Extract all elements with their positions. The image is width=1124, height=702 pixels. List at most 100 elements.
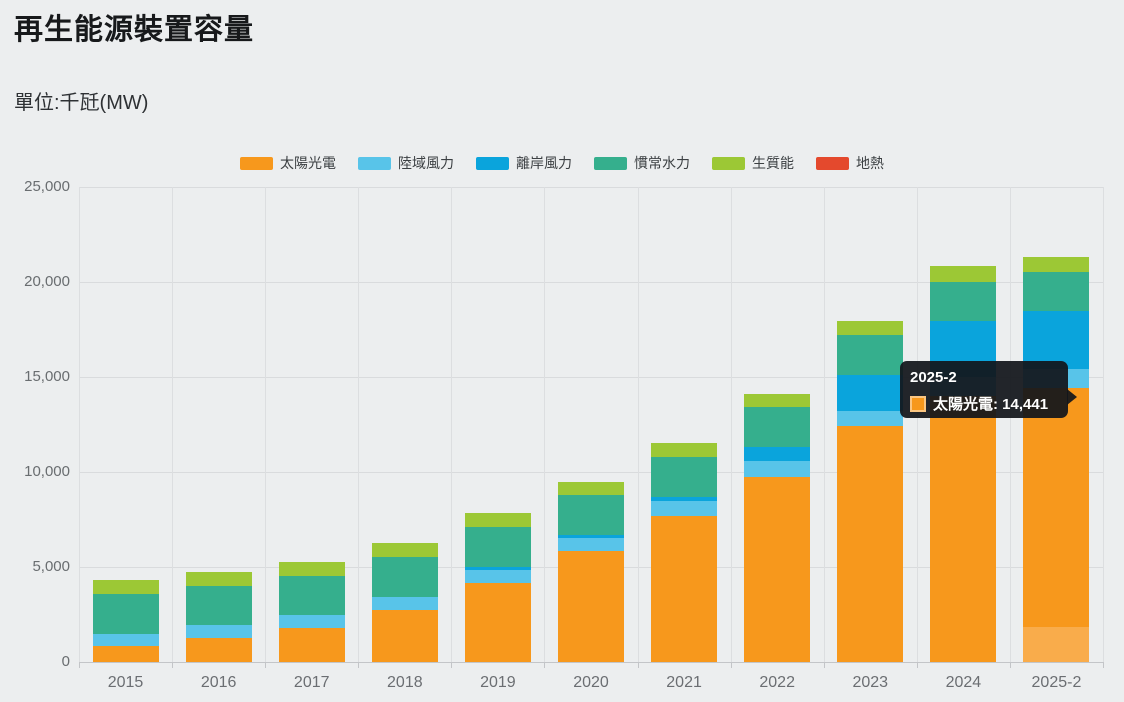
bar-segment-biomass[interactable] [558, 481, 624, 496]
bar-segment-offshore-wind[interactable] [837, 374, 904, 411]
bar-segment-solar[interactable] [371, 609, 438, 662]
bar-2017[interactable] [278, 561, 345, 662]
legend-item-solar[interactable]: 太陽光電 [240, 153, 336, 173]
legend-item-offshore-wind[interactable]: 離岸風力 [476, 153, 572, 173]
bar-segment-solar[interactable] [464, 583, 531, 662]
legend-item-biomass[interactable]: 生質能 [712, 153, 794, 173]
bar-segment-onshore-wind[interactable] [837, 410, 904, 427]
bar-segment-hydro[interactable] [558, 495, 624, 536]
bar-2020[interactable] [558, 481, 624, 662]
legend-item-geothermal[interactable]: 地熱 [816, 153, 884, 173]
x-axis-line [79, 662, 1103, 663]
x-axis-label-2025-2: 2025-2 [1031, 674, 1082, 691]
legend-label-solar: 太陽光電 [280, 155, 336, 171]
bar-segment-hydro[interactable] [744, 407, 811, 447]
x-axis-label-2022: 2022 [759, 674, 795, 691]
x-axis-tick [637, 662, 639, 668]
bar-segment-hydro[interactable] [278, 575, 345, 616]
bar-segment-hydro[interactable] [651, 457, 718, 497]
bar-segment-biomass[interactable] [837, 320, 904, 335]
bar-segment-biomass[interactable] [1023, 256, 1090, 272]
bar-2024[interactable] [930, 265, 997, 662]
bar-segment-hydro[interactable] [92, 594, 159, 634]
bar-segment-solar[interactable] [837, 426, 904, 662]
bar-segment-biomass[interactable] [930, 265, 997, 282]
tooltip-title: 2025-2 [910, 369, 957, 386]
bar-segment-onshore-wind[interactable] [371, 596, 438, 610]
bar-segment-solar[interactable] [1023, 387, 1090, 662]
tooltip-series-swatch [910, 395, 926, 412]
bar-segment-offshore-wind[interactable] [651, 496, 718, 502]
x-axis-tick [730, 662, 732, 668]
bar-segment-onshore-wind[interactable] [744, 461, 811, 478]
bar-segment-hydro[interactable] [930, 281, 997, 322]
legend-swatch-offshore-wind [476, 156, 509, 170]
x-gridline [451, 187, 453, 662]
bar-segment-offshore-wind[interactable] [464, 567, 531, 570]
bar-segment-biomass[interactable] [651, 443, 718, 458]
bar-2015[interactable] [92, 579, 159, 662]
x-axis-label-2015: 2015 [107, 674, 144, 691]
bar-segment-offshore-wind[interactable] [558, 535, 624, 538]
bar-segment-solar[interactable] [930, 396, 997, 662]
x-axis-tick [1009, 662, 1011, 668]
bar-segment-offshore-wind[interactable] [744, 446, 811, 462]
x-axis-tick [79, 662, 80, 668]
y-gridline [79, 187, 1103, 188]
bar-segment-biomass[interactable] [92, 579, 159, 595]
bar-2022[interactable] [744, 393, 811, 662]
x-axis-tick [823, 662, 825, 668]
y-axis-label: 10,000 [24, 463, 70, 480]
y-axis-label: 20,000 [24, 273, 70, 290]
bar-segment-onshore-wind[interactable] [278, 615, 345, 629]
bar-segment-offshore-wind[interactable] [1023, 310, 1090, 369]
x-axis-label-2024: 2024 [945, 674, 982, 691]
bar-segment-onshore-wind[interactable] [558, 537, 624, 552]
x-gridline [79, 187, 80, 662]
bar-2016[interactable] [185, 571, 252, 662]
legend-swatch-hydro [594, 156, 627, 170]
legend-label-offshore-wind: 離岸風力 [516, 155, 572, 171]
x-axis-label-2016: 2016 [200, 674, 237, 691]
bar-segment-biomass[interactable] [371, 542, 438, 557]
x-axis-label-2017: 2017 [293, 674, 330, 691]
bar-segment-biomass[interactable] [278, 561, 345, 576]
bar-segment-biomass[interactable] [185, 571, 252, 586]
y-gridline [79, 472, 1103, 473]
bar-segment-hydro[interactable] [371, 556, 438, 597]
bar-segment-hydro[interactable] [837, 334, 904, 375]
bar-segment-solar[interactable] [92, 646, 159, 662]
x-gridline [172, 187, 174, 662]
bar-segment-solar[interactable] [185, 638, 252, 662]
bar-segment-solar[interactable] [651, 515, 718, 662]
bar-segment-hydro[interactable] [185, 585, 252, 626]
bar-segment-onshore-wind[interactable] [92, 633, 159, 646]
legend-swatch-biomass [712, 156, 745, 170]
legend: 太陽光電 陸域風力 離岸風力 慣常水力 生質能 地熱 [0, 153, 1124, 173]
bar-segment-hydro[interactable] [464, 527, 531, 568]
bar-segment-onshore-wind[interactable] [651, 501, 718, 516]
bar-segment-biomass[interactable] [744, 393, 811, 408]
legend-item-onshore-wind[interactable]: 陸域風力 [358, 153, 454, 173]
bar-2019[interactable] [464, 513, 531, 662]
bar-segment-solar[interactable] [558, 551, 624, 662]
legend-swatch-geothermal [816, 156, 849, 170]
x-axis-label-2023: 2023 [852, 674, 889, 691]
x-axis-label-2020: 2020 [573, 674, 609, 691]
bar-segment-onshore-wind[interactable] [464, 569, 531, 584]
legend-label-geothermal: 地熱 [856, 155, 884, 171]
bar-segment-solar[interactable] [278, 628, 345, 662]
bar-segment-hydro[interactable] [1023, 271, 1090, 311]
bar-2023[interactable] [837, 320, 904, 662]
unit-label: 單位:千瓩(MW) [14, 92, 149, 114]
bar-segment-biomass[interactable] [464, 513, 531, 528]
bar-segment-solar[interactable] [744, 477, 811, 662]
bar-2025-2[interactable] [1023, 256, 1090, 662]
legend-swatch-onshore-wind [358, 156, 391, 170]
bar-2018[interactable] [371, 542, 438, 662]
bar-segment-onshore-wind[interactable] [185, 625, 252, 639]
legend-item-hydro[interactable]: 慣常水力 [594, 153, 690, 173]
bar-2021[interactable] [651, 443, 718, 662]
